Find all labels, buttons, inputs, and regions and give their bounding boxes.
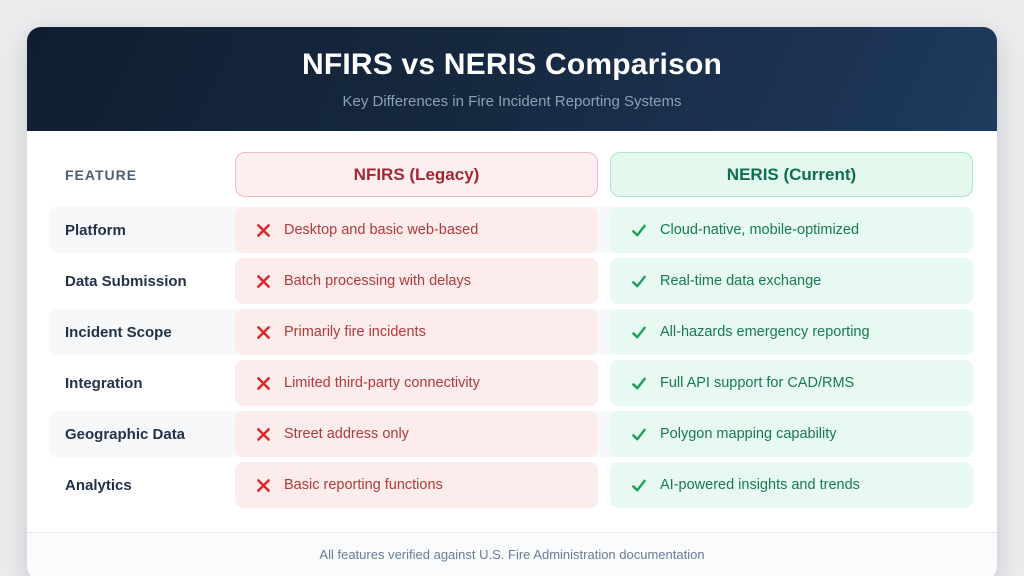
feature-name: Incident Scope bbox=[65, 323, 172, 341]
neris-value: Real-time data exchange bbox=[660, 273, 822, 289]
table-row: Integration Limited third-party connecti… bbox=[49, 360, 973, 406]
cross-icon bbox=[256, 478, 271, 493]
neris-value: Cloud-native, mobile-optimized bbox=[660, 222, 860, 238]
neris-cell: All-hazards emergency reporting bbox=[610, 309, 973, 355]
page-title: NFIRS vs NERIS Comparison bbox=[301, 48, 723, 81]
nfirs-value: Primarily fire incidents bbox=[284, 324, 426, 340]
feature-column-header: FEATURE bbox=[65, 166, 138, 183]
nfirs-value: Basic reporting functions bbox=[284, 477, 443, 493]
table-row: Incident Scope Primarily fire incidents … bbox=[49, 309, 973, 355]
neris-column-header: NERIS (Current) bbox=[610, 152, 973, 197]
neris-cell: Cloud-native, mobile-optimized bbox=[610, 207, 973, 253]
table-row: Data Submission Batch processing with de… bbox=[49, 258, 973, 304]
cross-icon bbox=[256, 223, 271, 238]
check-icon bbox=[631, 325, 647, 340]
nfirs-cell: Desktop and basic web-based bbox=[235, 207, 598, 253]
cross-icon bbox=[256, 376, 271, 391]
nfirs-cell: Street address only bbox=[235, 411, 598, 457]
neris-value: Polygon mapping capability bbox=[660, 426, 837, 442]
table-row: Analytics Basic reporting functions AI-p… bbox=[49, 462, 973, 508]
card-footer: All features verified against U.S. Fire … bbox=[27, 532, 997, 576]
check-icon bbox=[631, 223, 647, 238]
check-icon bbox=[631, 376, 647, 391]
nfirs-value: Street address only bbox=[284, 426, 409, 442]
column-header-row: FEATURE NFIRS (Legacy) NERIS (Current) bbox=[49, 152, 973, 197]
nfirs-value: Desktop and basic web-based bbox=[284, 222, 479, 238]
verification-note: All features verified against U.S. Fire … bbox=[319, 547, 705, 562]
neris-cell: Full API support for CAD/RMS bbox=[610, 360, 973, 406]
nfirs-column-header: NFIRS (Legacy) bbox=[235, 152, 598, 197]
table-row: Geographic Data Street address only Poly… bbox=[49, 411, 973, 457]
card-header: NFIRS vs NERIS Comparison Key Difference… bbox=[27, 27, 997, 131]
comparison-table: FEATURE NFIRS (Legacy) NERIS (Current) P… bbox=[27, 131, 997, 532]
neris-value: All-hazards emergency reporting bbox=[660, 324, 870, 340]
cross-icon bbox=[256, 427, 271, 442]
nfirs-cell: Batch processing with delays bbox=[235, 258, 598, 304]
nfirs-cell: Basic reporting functions bbox=[235, 462, 598, 508]
nfirs-cell: Primarily fire incidents bbox=[235, 309, 598, 355]
feature-name: Integration bbox=[65, 374, 143, 392]
neris-value: Full API support for CAD/RMS bbox=[660, 375, 855, 391]
neris-cell: Polygon mapping capability bbox=[610, 411, 973, 457]
check-icon bbox=[631, 274, 647, 289]
feature-name: Analytics bbox=[65, 476, 132, 494]
neris-cell: Real-time data exchange bbox=[610, 258, 973, 304]
nfirs-value: Batch processing with delays bbox=[284, 273, 471, 289]
cross-icon bbox=[256, 325, 271, 340]
nfirs-cell: Limited third-party connectivity bbox=[235, 360, 598, 406]
check-icon bbox=[631, 427, 647, 442]
neris-value: AI-powered insights and trends bbox=[660, 477, 860, 493]
nfirs-value: Limited third-party connectivity bbox=[284, 375, 480, 391]
feature-name: Platform bbox=[65, 221, 126, 239]
page-subtitle: Key Differences in Fire Incident Reporti… bbox=[342, 93, 682, 110]
neris-cell: AI-powered insights and trends bbox=[610, 462, 973, 508]
feature-name: Data Submission bbox=[65, 272, 187, 290]
cross-icon bbox=[256, 274, 271, 289]
check-icon bbox=[631, 478, 647, 493]
table-row: Platform Desktop and basic web-based Clo… bbox=[49, 207, 973, 253]
comparison-card: NFIRS vs NERIS Comparison Key Difference… bbox=[27, 27, 997, 576]
feature-name: Geographic Data bbox=[65, 425, 186, 443]
